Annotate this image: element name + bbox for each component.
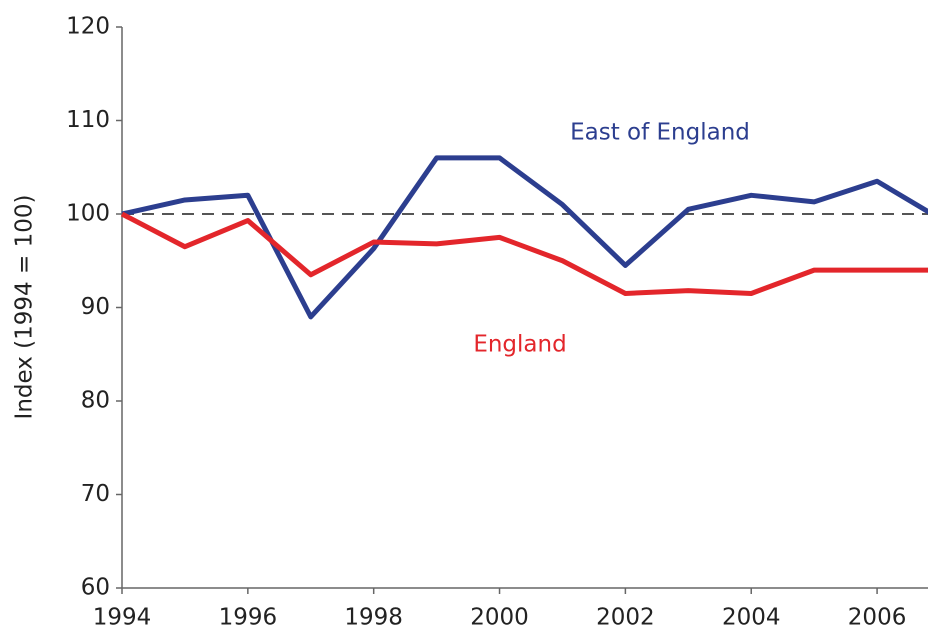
x-tick-label: 2004	[722, 605, 781, 631]
y-axis-label: Index (1994 = 100)	[12, 195, 38, 420]
series-line	[120, 211, 928, 296]
x-tick-label: 2006	[848, 605, 907, 631]
y-tick-label: 70	[81, 481, 110, 507]
y-tick-label: 90	[81, 294, 110, 320]
x-tick-label: 1996	[219, 605, 278, 631]
x-tick-label: 2002	[596, 605, 655, 631]
y-tick-label: 100	[66, 201, 110, 227]
series-label: England	[473, 332, 566, 358]
x-tick-label: 1994	[93, 605, 152, 631]
x-tick-label: 2000	[470, 605, 529, 631]
x-tick-label: 1998	[344, 605, 403, 631]
y-tick-label: 60	[81, 575, 110, 601]
series-line	[121, 155, 928, 320]
y-tick-label: 110	[66, 107, 110, 133]
series-label: East of England	[570, 120, 750, 146]
y-tick-label: 80	[81, 388, 110, 414]
y-tick-label: 120	[66, 14, 110, 40]
